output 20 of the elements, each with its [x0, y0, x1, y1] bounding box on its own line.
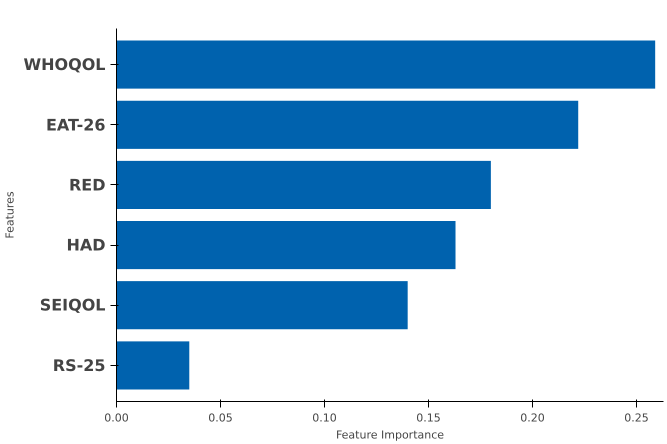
- y-tick-label: RED: [68, 175, 106, 194]
- x-tick-label: 0.25: [624, 412, 649, 424]
- y-tick-label: HAD: [66, 236, 106, 255]
- y-axis-title: Features: [3, 191, 16, 239]
- bar: [116, 160, 491, 209]
- y-tick-label: RS-25: [52, 356, 106, 375]
- bar: [116, 281, 408, 330]
- x-tick-label: 0.15: [416, 412, 441, 424]
- bar: [116, 221, 456, 270]
- x-tick-label: 0.20: [520, 412, 545, 424]
- x-tick-label: 0.05: [208, 412, 233, 424]
- x-axis-title: Feature Importance: [336, 428, 444, 442]
- bar: [116, 100, 578, 149]
- y-tick-label: WHOQOL: [23, 55, 106, 74]
- x-tick-label: 0.00: [104, 412, 129, 424]
- x-tick-label: 0.10: [312, 412, 337, 424]
- y-tick-label: SEIQOL: [40, 296, 106, 315]
- bar: [116, 40, 656, 89]
- y-tick-label: EAT-26: [46, 115, 106, 134]
- bar: [116, 341, 190, 390]
